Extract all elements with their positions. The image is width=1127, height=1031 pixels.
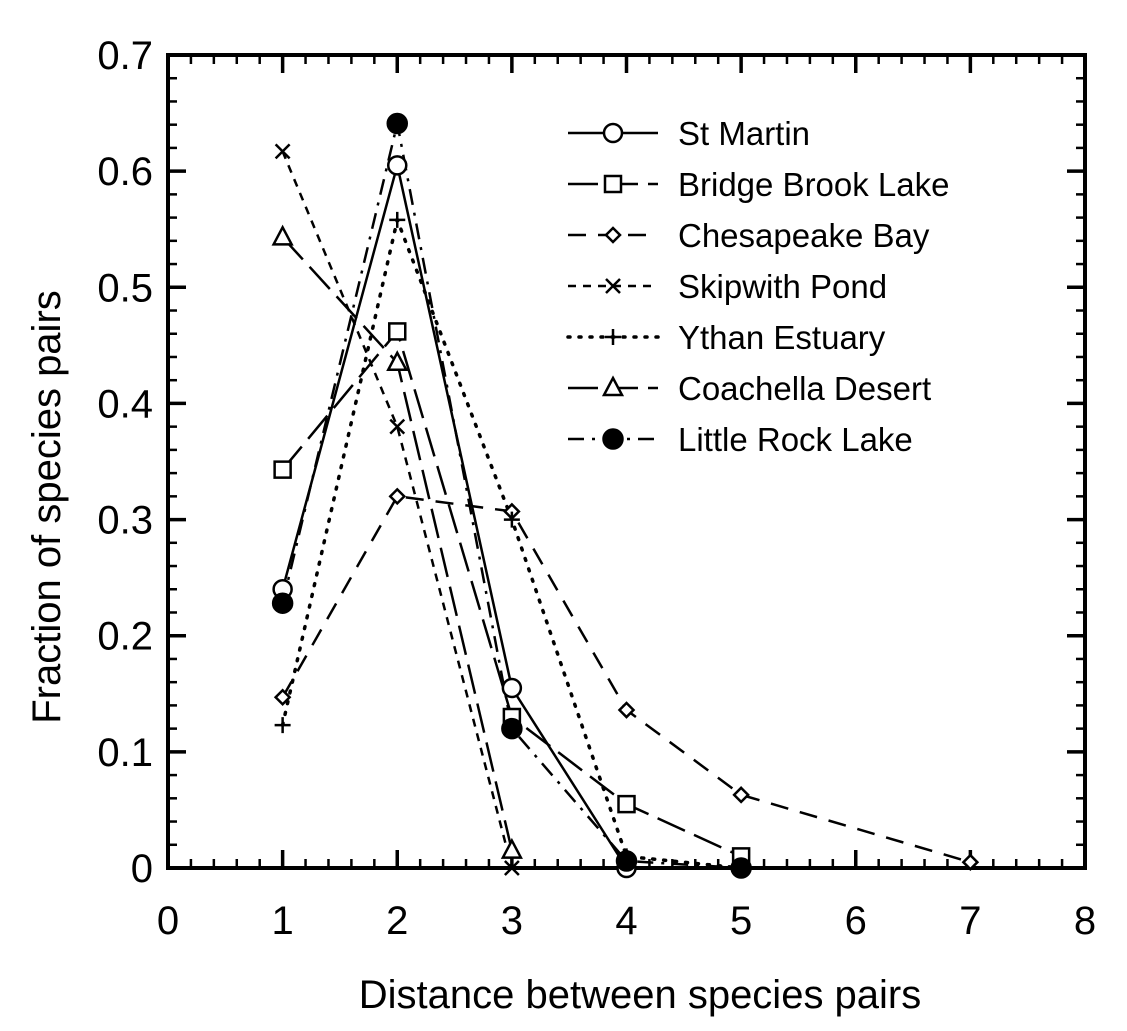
data-point-st-martin [501, 677, 523, 699]
data-point-skipwith-pond [274, 143, 291, 160]
series-line-little-rock-lake [281, 123, 742, 870]
data-point-bridge-brook-lake [273, 460, 292, 479]
data-point-little-rock-lake [386, 112, 408, 135]
x-tick-label: 3 [501, 899, 523, 943]
data-point-coachella-desert [500, 837, 523, 859]
legend-label-ythan-estuary: Ythan Estuary [678, 319, 886, 356]
legend-label-little-rock-lake: Little Rock Lake [678, 421, 913, 458]
legend-label-st-martin: St Martin [678, 115, 810, 152]
data-point-bridge-brook-lake [388, 322, 407, 341]
x-tick-label: 0 [157, 899, 179, 943]
y-tick-label: 0.1 [97, 731, 153, 775]
series-line-skipwith-pond [281, 150, 514, 869]
data-point-little-rock-lake [501, 717, 523, 740]
legend-marker-skipwith-pond [605, 278, 621, 294]
data-point-little-rock-lake [271, 592, 294, 614]
x-tick-label: 2 [386, 899, 408, 943]
legend-label-skipwith-pond: Skipwith Pond [678, 268, 887, 305]
y-tick-label: 0.7 [97, 34, 153, 78]
data-point-little-rock-lake [730, 857, 752, 879]
data-point-ythan-estuary [274, 717, 291, 734]
x-tick-label: 4 [615, 899, 637, 943]
x-tick-label: 7 [959, 899, 981, 943]
data-point-coachella-desert [271, 224, 294, 246]
x-tick-label: 5 [730, 899, 752, 943]
legend: St Martin Bridge Brook Lake Chesapeake Bay… [566, 115, 950, 458]
y-tick-label: 0.3 [97, 499, 153, 543]
data-point-st-martin [387, 155, 408, 176]
legend-label-bridge-brook-lake: Bridge Brook Lake [678, 166, 950, 203]
y-tick-label: 0.5 [97, 266, 153, 310]
legend-marker-little-rock-lake [602, 428, 624, 450]
legend-marker-st-martin [602, 122, 624, 144]
series-markers [271, 112, 980, 879]
legend-marker-coachella-desert [601, 375, 625, 397]
data-point-skipwith-pond [503, 860, 520, 876]
data-point-chesapeake-bay [961, 853, 980, 871]
x-axis-label: Distance between species pairs [359, 973, 922, 1017]
data-point-little-rock-lake [615, 850, 638, 872]
legend-marker-ythan-estuary [605, 329, 621, 345]
y-tick-label: 0.6 [97, 150, 153, 194]
data-point-ythan-estuary [503, 511, 520, 528]
x-tick-label: 1 [272, 899, 294, 943]
data-point-chesapeake-bay [388, 487, 407, 506]
data-point-bridge-brook-lake [617, 794, 636, 814]
data-point-chesapeake-bay [617, 701, 636, 719]
x-tick-label: 6 [845, 899, 867, 943]
y-tick-label: 0 [131, 847, 153, 891]
y-tick-label: 0.2 [97, 615, 153, 659]
data-point-chesapeake-bay [273, 688, 292, 707]
data-point-coachella-desert [386, 350, 409, 372]
data-point-ythan-estuary [389, 211, 406, 228]
y-axis-label: Fraction of species pairs [25, 290, 69, 724]
data-point-skipwith-pond [389, 418, 406, 435]
y-tick-label: 0.4 [97, 382, 153, 426]
legend-label-coachella-desert: Coachella Desert [678, 370, 931, 407]
x-tick-label: 8 [1074, 899, 1096, 943]
series-line-bridge-brook-lake [281, 328, 742, 858]
data-point-chesapeake-bay [732, 786, 750, 804]
series-line-chesapeake-bay [281, 494, 971, 864]
series-line-st-martin [281, 164, 628, 869]
legend-marker-chesapeake-bay [604, 226, 622, 244]
axes: 0 1 2 3 4 5 6 7 8 0 0.1 0.2 0.3 0.4 0.5 0.6 0.7 [97, 34, 1096, 943]
legend-label-chesapeake-bay: Chesapeake Bay [678, 217, 930, 254]
legend-marker-bridge-brook-lake [603, 174, 623, 194]
